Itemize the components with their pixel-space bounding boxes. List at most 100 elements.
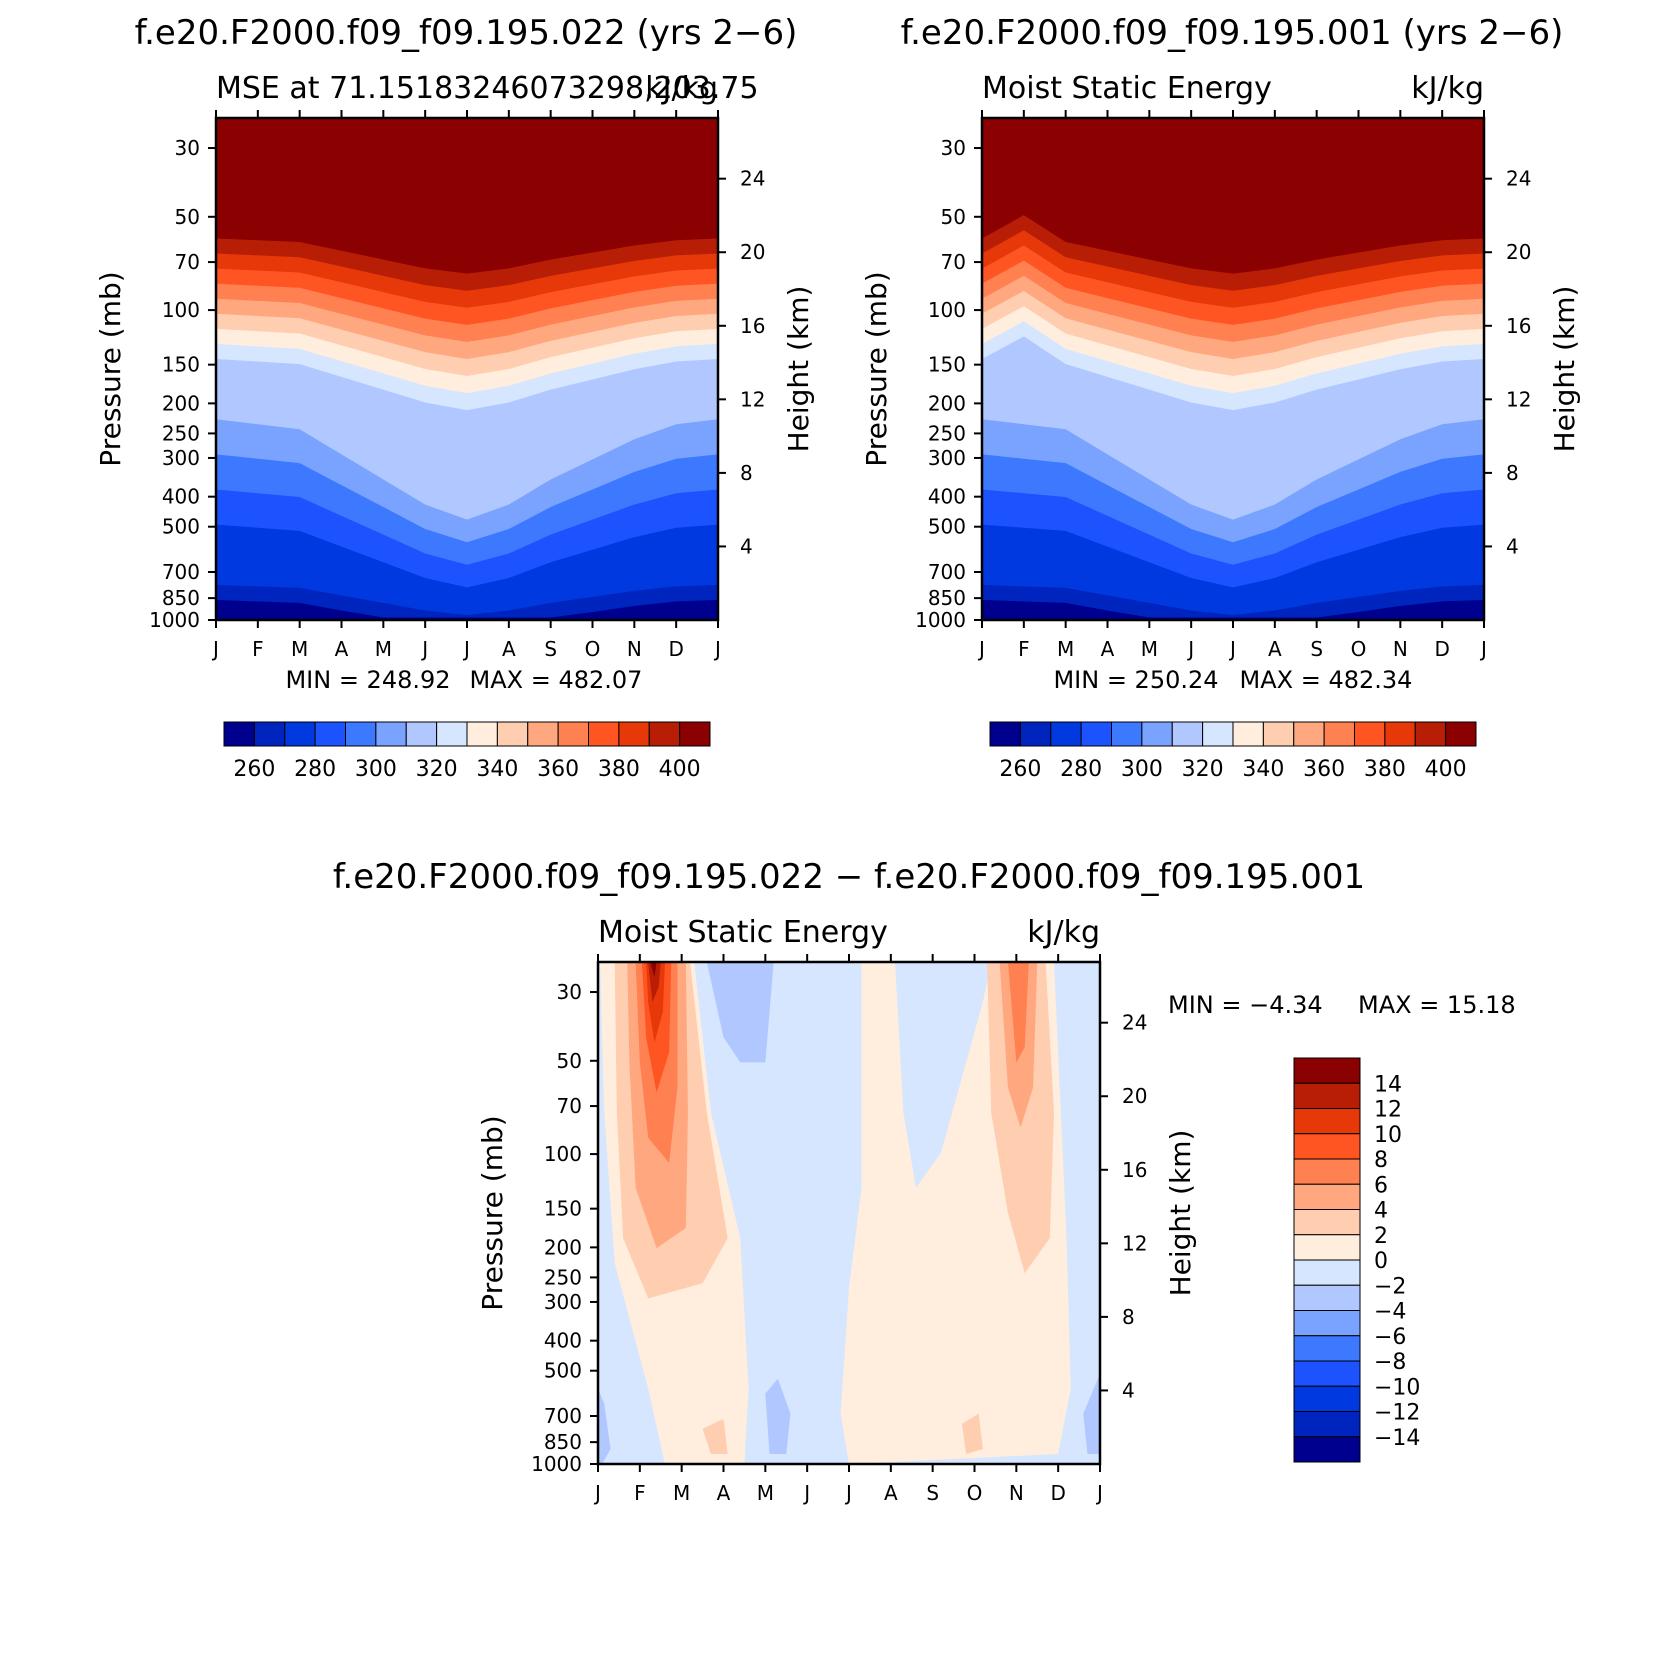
y-tick-label: 400	[928, 485, 966, 509]
colorbar-swatch	[1293, 1158, 1361, 1185]
colorbar-swatch	[1293, 1209, 1361, 1236]
contour-band	[648, 962, 661, 1003]
x-tick-label: D	[1050, 1481, 1065, 1505]
colorbar-swatch	[1080, 721, 1112, 747]
colorbar-swatch	[1445, 721, 1477, 747]
panel-1-min: MIN = 250.24	[1053, 666, 1218, 694]
panel-left-label: Moist Static Energy	[982, 71, 1272, 106]
y-right-tick-label: 4	[1506, 534, 1519, 558]
y-tick-label: 30	[557, 980, 582, 1004]
contour-band	[216, 599, 718, 620]
x-tick-label: F	[634, 1481, 646, 1505]
colorbar-label: 340	[1242, 757, 1284, 782]
colorbar-swatch	[1262, 721, 1295, 747]
colorbar-swatch	[436, 721, 468, 747]
y-tick-label: 500	[928, 515, 966, 539]
colorbar-label: 280	[1060, 757, 1102, 782]
colorbar-swatch	[1293, 1183, 1361, 1210]
colorbar: 260 280 300 320 340 360 380 400	[223, 721, 711, 782]
y-right-tick-label: 20	[1122, 1084, 1147, 1108]
x-tick-label: M	[673, 1481, 690, 1505]
colorbar-swatch	[1414, 721, 1447, 747]
colorbar-swatch	[557, 721, 589, 747]
x-tick-label: S	[544, 637, 557, 661]
y-right-tick-label: 24	[740, 167, 765, 191]
y-tick-label: 1000	[149, 608, 200, 632]
y-tick-label: 700	[544, 1404, 582, 1428]
panel-1-field	[982, 118, 1484, 620]
colorbar-swatch	[345, 721, 377, 747]
x-tick-label: A	[1101, 637, 1115, 661]
y-tick-label: 850	[162, 586, 200, 610]
colorbar-swatch	[1202, 721, 1234, 747]
colorbar-swatch	[1293, 1335, 1361, 1362]
panel-2-title: f.e20.F2000.f09_f09.195.022 − f.e20.F200…	[333, 857, 1365, 897]
colorbar-swatch	[989, 721, 1021, 747]
y-tick-label: 70	[941, 250, 966, 274]
x-tick-label: O	[967, 1481, 983, 1505]
panel-0-title: f.e20.F2000.f09_f09.195.022 (yrs 2−6)	[135, 13, 798, 53]
colorbar-label: 320	[416, 757, 458, 782]
y-axis-label-right: Height (km)	[1548, 286, 1581, 453]
y-tick-label: 250	[928, 421, 966, 445]
x-tick-label: M	[291, 637, 308, 661]
colorbar-label: 2	[1374, 1224, 1388, 1249]
x-tick-label: O	[1351, 637, 1367, 661]
y-tick-label: 50	[941, 205, 966, 229]
y-right-tick-label: 8	[1506, 461, 1519, 485]
colorbar-label: 300	[1121, 757, 1163, 782]
y-axis-label: Pressure (mb)	[476, 1115, 509, 1310]
colorbar-label: −12	[1374, 1401, 1420, 1426]
y-axis-label-right: Height (km)	[1164, 1130, 1197, 1297]
y-right-tick-label: 12	[740, 387, 765, 411]
colorbar-label: 14	[1374, 1072, 1402, 1097]
panel-left-label: Moist Static Energy	[598, 915, 888, 950]
y-right-tick-label: 12	[1506, 387, 1531, 411]
x-tick-label: M	[1141, 637, 1158, 661]
colorbar-label: 380	[598, 757, 640, 782]
colorbar-label: 260	[233, 757, 275, 782]
colorbar-swatch	[1293, 1310, 1361, 1337]
panel-units-label: kJ/kg	[645, 71, 718, 106]
y-tick-label: 300	[544, 1290, 582, 1314]
y-right-tick-label: 16	[740, 314, 765, 338]
colorbar-swatch	[1232, 721, 1264, 747]
colorbar-swatch	[588, 721, 620, 747]
y-tick-label: 100	[544, 1142, 582, 1166]
colorbar-swatch	[1293, 721, 1325, 747]
y-tick-label: 850	[544, 1430, 582, 1454]
x-tick-label: F	[252, 637, 264, 661]
colorbar-label: 12	[1374, 1098, 1402, 1123]
panel-1-title: f.e20.F2000.f09_f09.195.001 (yrs 2−6)	[901, 13, 1564, 53]
panel-0-field	[216, 118, 718, 620]
colorbar-swatch	[1171, 721, 1204, 747]
colorbar-label: 300	[355, 757, 397, 782]
y-right-tick-label: 16	[1506, 314, 1531, 338]
colorbar-label: 380	[1364, 757, 1406, 782]
x-tick-label: F	[1018, 637, 1030, 661]
colorbar-swatch	[1384, 721, 1416, 747]
colorbar-swatch	[1354, 721, 1386, 747]
y-right-tick-label: 12	[1122, 1231, 1147, 1255]
panel-0-max: MAX = 482.07	[470, 666, 643, 694]
y-tick-label: 300	[162, 446, 200, 470]
y-axis-label-right: Height (km)	[782, 286, 815, 453]
x-tick-label: J	[1228, 637, 1236, 661]
colorbar-label: −8	[1374, 1350, 1406, 1375]
panel-units-label: kJ/kg	[1027, 915, 1100, 950]
x-tick-label: A	[502, 637, 516, 661]
colorbar: 260 280 300 320 340 360 380 400	[989, 721, 1477, 782]
y-tick-label: 250	[544, 1265, 582, 1289]
y-right-tick-label: 8	[740, 461, 753, 485]
colorbar-label: 340	[476, 757, 518, 782]
y-tick-label: 850	[928, 586, 966, 610]
panel-2-max: MAX = 15.18	[1358, 991, 1516, 1019]
x-tick-label: N	[1009, 1481, 1024, 1505]
contour-band	[598, 1388, 611, 1464]
y-tick-label: 50	[175, 205, 200, 229]
colorbar-label: −6	[1374, 1325, 1406, 1350]
y-right-tick-label: 4	[1122, 1378, 1135, 1402]
